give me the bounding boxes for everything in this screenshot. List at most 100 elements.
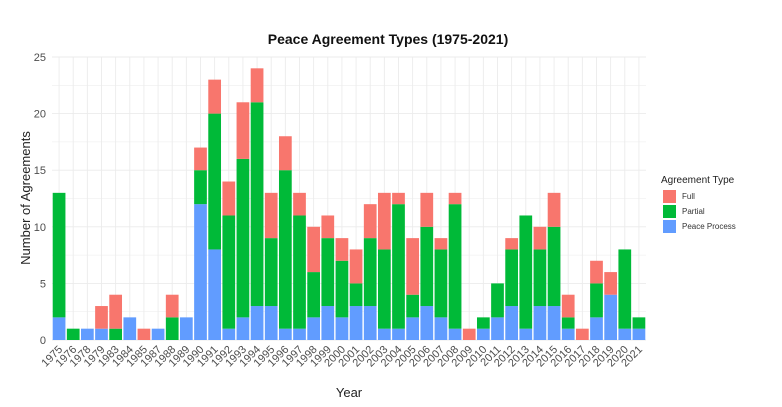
y-tick-label: 15: [34, 165, 46, 177]
bar-partial-2001: [349, 283, 363, 307]
bar-peace-process-2007: [434, 317, 448, 340]
bar-peace-process-1998: [307, 317, 321, 340]
bar-full-2019: [604, 272, 618, 295]
bar-peace-process-1994: [250, 306, 264, 340]
bar-partial-1993: [236, 158, 250, 318]
x-axis-ticks: 1975197619781979198319841985198719881989…: [39, 344, 645, 370]
y-tick-label: 10: [34, 222, 46, 234]
bar-partial-2016: [561, 317, 575, 329]
bar-partial-2018: [590, 283, 603, 318]
bar-full-2002: [363, 204, 377, 239]
bar-full-2018: [590, 260, 603, 284]
bar-partial-1992: [222, 215, 236, 329]
bar-partial-1997: [293, 215, 306, 329]
bar-full-1990: [194, 147, 207, 171]
bar-peace-process-2004: [392, 328, 405, 340]
bar-full-2001: [349, 249, 363, 284]
bar-partial-1994: [250, 102, 264, 307]
bar-partial-1996: [278, 170, 292, 329]
bar-peace-process-2008: [448, 328, 462, 340]
bar-peace-process-1984: [123, 317, 137, 340]
bar-partial-2014: [533, 249, 547, 307]
bar-partial-2004: [392, 204, 405, 329]
bar-peace-process-1993: [236, 317, 250, 340]
bar-peace-process-2000: [335, 317, 349, 340]
y-tick-label: 0: [40, 335, 46, 347]
bar-peace-process-2002: [363, 306, 377, 340]
legend-swatch-peace-process: [663, 220, 676, 233]
bar-partial-2006: [420, 226, 434, 307]
bar-partial-1988: [165, 317, 179, 340]
bar-partial-1999: [321, 238, 335, 307]
bar-peace-process-2001: [349, 306, 363, 340]
bar-peace-process-2010: [476, 328, 490, 340]
bar-partial-1998: [307, 272, 321, 318]
bar-partial-2003: [377, 249, 391, 329]
bar-partial-2007: [434, 249, 448, 318]
bar-full-2009: [462, 328, 476, 340]
bar-partial-2005: [406, 294, 420, 318]
chart-title: Peace Agreement Types (1975-2021): [268, 31, 508, 47]
legend-label-peace-process: Peace Process: [682, 222, 736, 231]
bar-full-2014: [533, 226, 547, 250]
bars: [52, 68, 646, 340]
bar-partial-1976: [66, 328, 80, 340]
bar-peace-process-2005: [406, 317, 420, 340]
bar-full-1995: [264, 192, 278, 239]
bar-partial-2021: [632, 317, 646, 329]
bar-partial-1975: [52, 192, 66, 318]
legend-swatch-full: [663, 190, 676, 203]
bar-full-1998: [307, 226, 321, 273]
y-tick-label: 5: [40, 278, 46, 290]
bar-partial-1991: [208, 113, 222, 250]
bar-peace-process-2019: [604, 294, 618, 340]
bar-peace-process-1996: [278, 328, 292, 340]
bar-partial-1983: [109, 328, 123, 340]
bar-full-2017: [575, 328, 589, 340]
y-axis-ticks: 0 5 10 15 20 25: [34, 52, 46, 347]
bar-partial-2010: [476, 317, 490, 329]
bar-full-2016: [561, 294, 575, 318]
bar-peace-process-2011: [491, 317, 504, 340]
bar-full-1983: [109, 294, 123, 329]
bar-full-1999: [321, 215, 335, 239]
bar-peace-process-2018: [590, 317, 603, 340]
bar-peace-process-1990: [194, 204, 207, 340]
bar-full-1994: [250, 68, 264, 103]
bar-full-1993: [236, 102, 250, 159]
bar-full-1991: [208, 79, 222, 114]
legend-label-partial: Partial: [682, 207, 705, 216]
bar-peace-process-1978: [80, 328, 94, 340]
y-axis-title: Number of Agreements: [18, 131, 33, 265]
bar-peace-process-2014: [533, 306, 547, 340]
bar-peace-process-2020: [618, 328, 632, 340]
bar-peace-process-1997: [293, 328, 306, 340]
bar-full-2015: [547, 192, 561, 227]
bar-peace-process-1979: [95, 328, 108, 340]
x-axis-title: Year: [336, 385, 363, 400]
bar-full-1979: [95, 306, 108, 329]
bar-full-1985: [137, 328, 151, 340]
bar-full-2003: [377, 192, 391, 250]
bar-peace-process-2012: [505, 306, 519, 340]
bar-partial-1990: [194, 170, 207, 205]
bar-full-2008: [448, 192, 462, 205]
bar-partial-2008: [448, 204, 462, 329]
bar-full-1992: [222, 181, 236, 216]
bar-partial-1995: [264, 238, 278, 307]
legend-swatch-partial: [663, 205, 676, 218]
bar-full-1996: [278, 136, 292, 171]
bar-full-2000: [335, 238, 349, 261]
bar-peace-process-1992: [222, 328, 236, 340]
bar-partial-2002: [363, 238, 377, 307]
bar-peace-process-2021: [632, 328, 646, 340]
bar-full-2007: [434, 238, 448, 250]
bar-full-2005: [406, 238, 420, 295]
bar-peace-process-2015: [547, 306, 561, 340]
bar-full-2004: [392, 192, 405, 205]
legend: Agreement Type Full Partial Peace Proces…: [661, 175, 736, 233]
bar-peace-process-2006: [420, 306, 434, 340]
bar-peace-process-1999: [321, 306, 335, 340]
